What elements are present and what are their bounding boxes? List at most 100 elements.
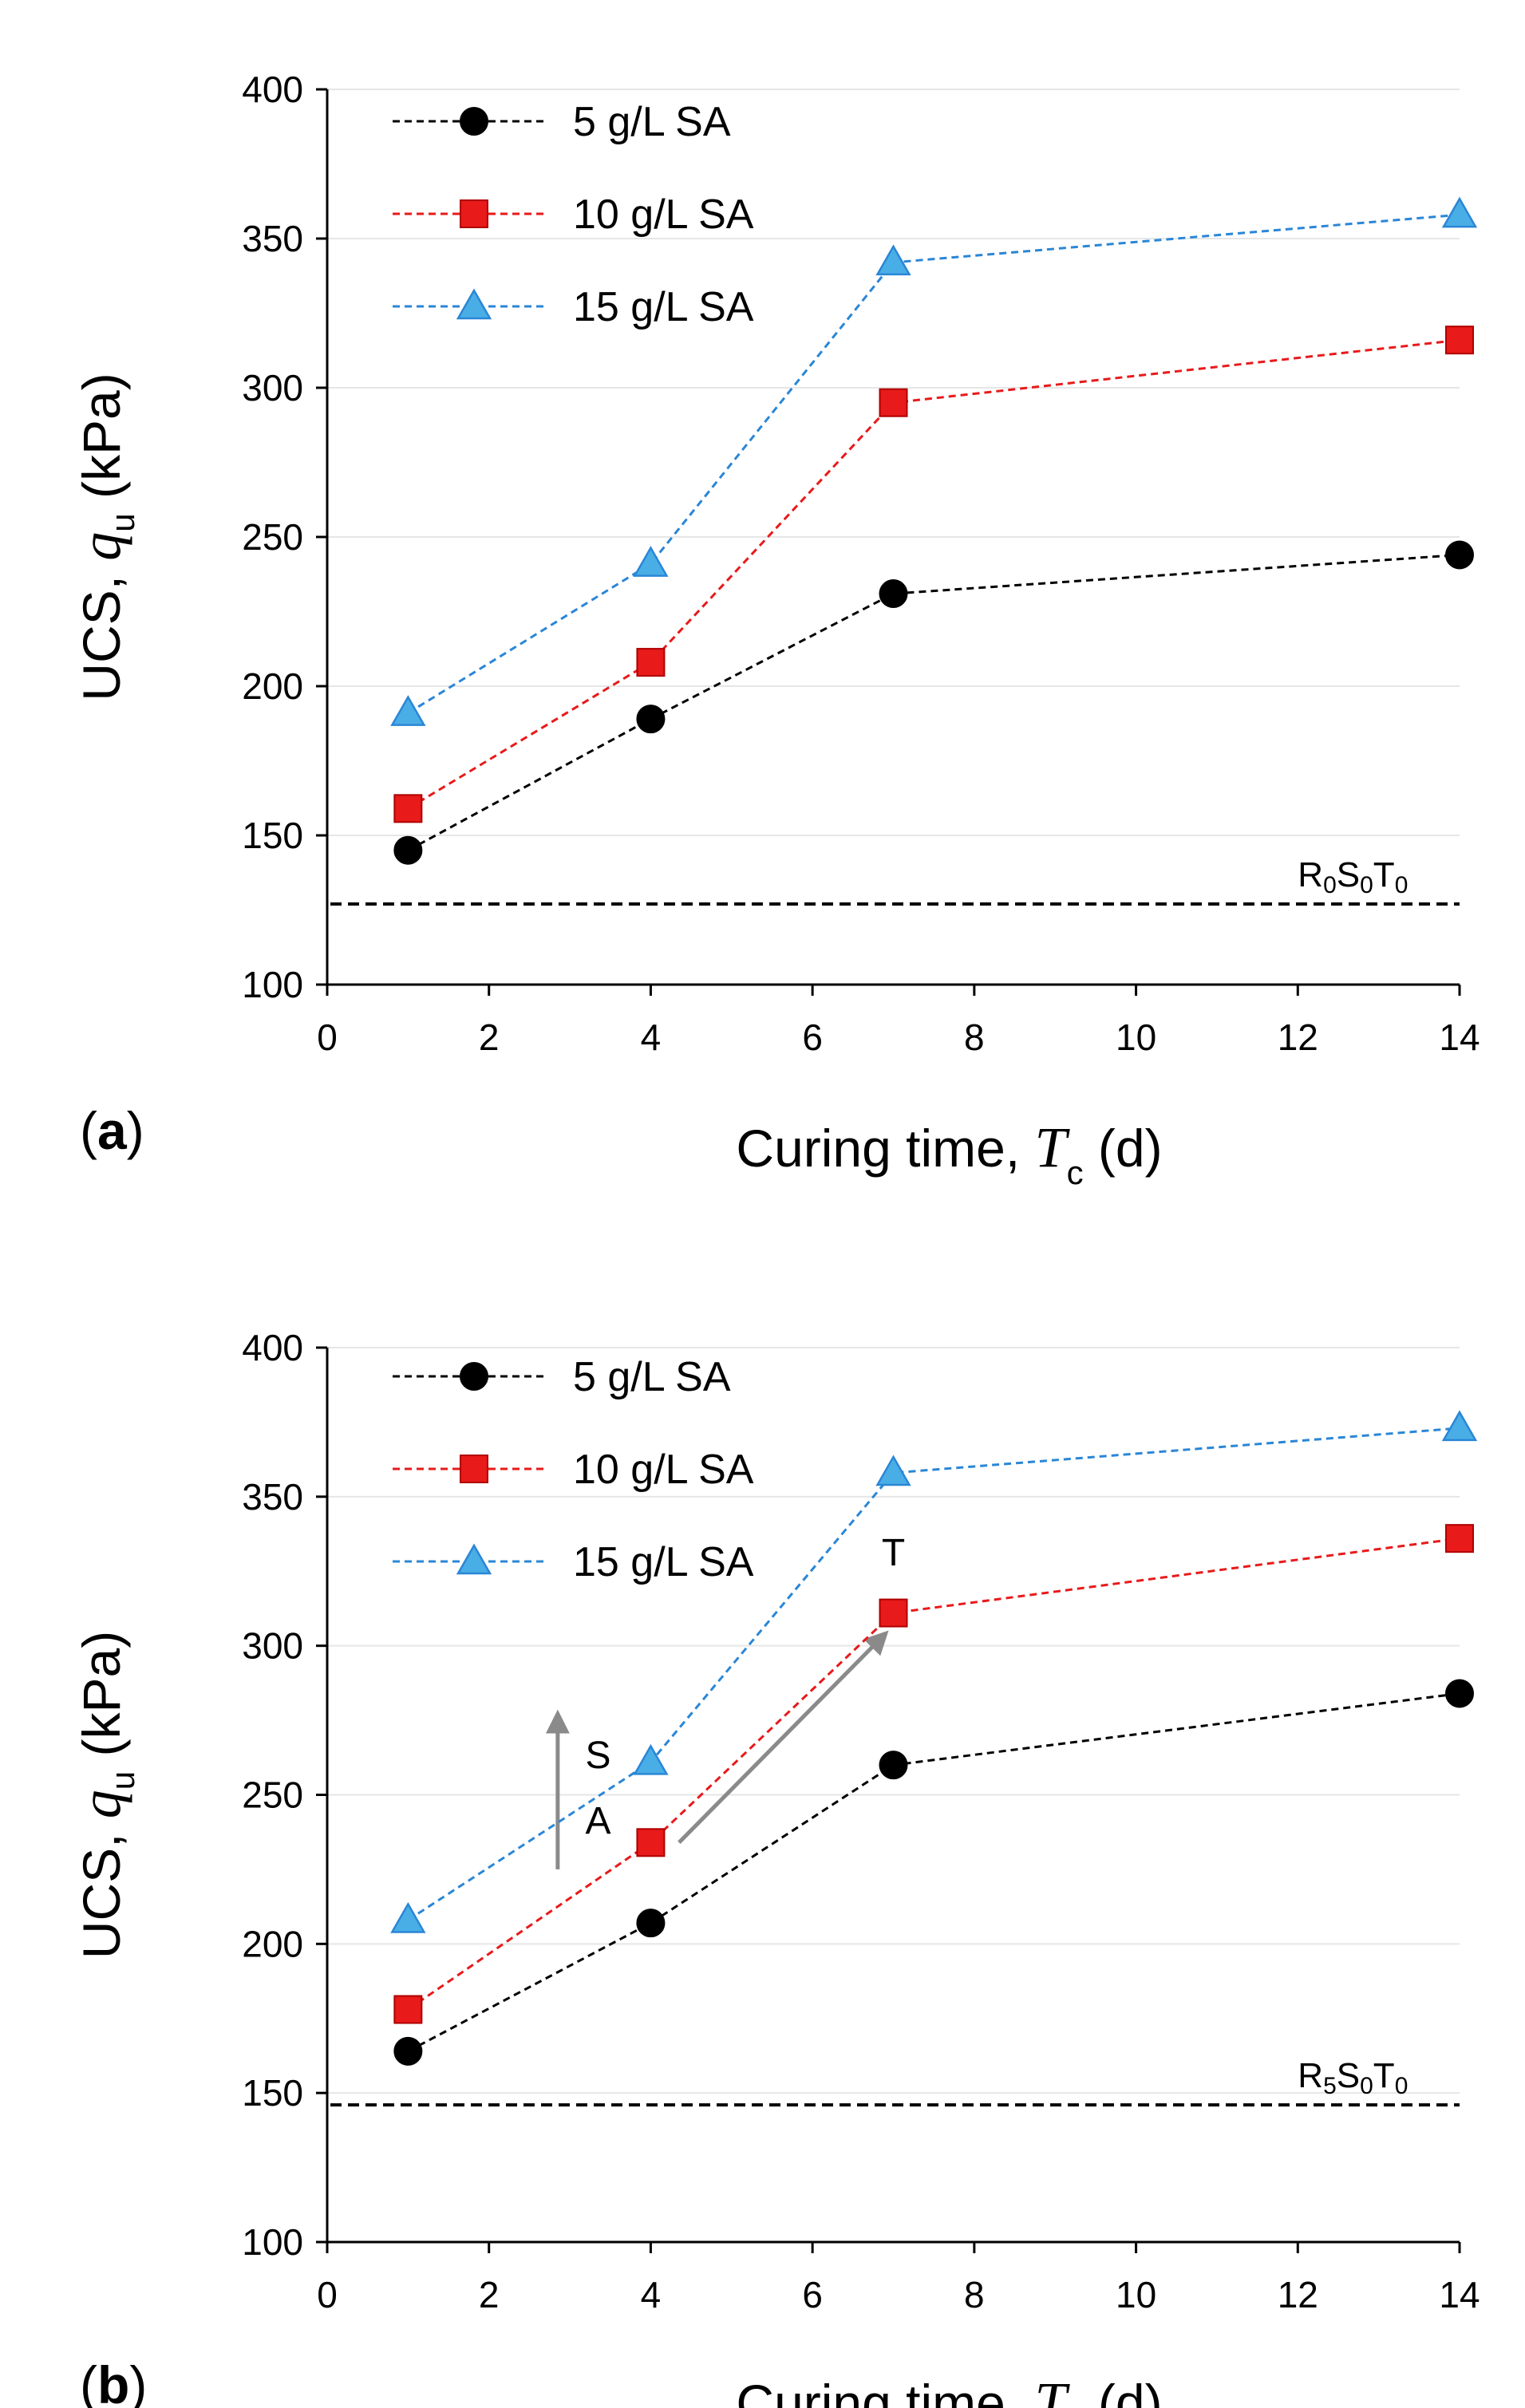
legend-marker xyxy=(460,199,488,228)
data-point xyxy=(1445,540,1474,570)
panel-label-letter: b xyxy=(97,2355,129,2408)
data-point xyxy=(390,1901,426,1933)
axis-title-symbol: q xyxy=(69,1790,132,1818)
ref-label-part: S xyxy=(1337,2056,1360,2095)
y-tick-label-350: 350 xyxy=(242,218,303,259)
legend-label-2: 10 g/L SA xyxy=(573,1447,754,1493)
series-line-2 xyxy=(407,338,1460,810)
y-tick-label-150: 150 xyxy=(242,2072,303,2114)
y-tick-label-300: 300 xyxy=(242,1625,303,1667)
ref-label-part: R xyxy=(1298,2056,1323,2095)
annotation-label-A: A xyxy=(586,1800,611,1842)
series-line-2 xyxy=(407,1537,1460,2011)
annotation-arrow-A xyxy=(678,1630,889,1845)
data-point xyxy=(633,1743,669,1775)
ref-label-sub: 0 xyxy=(1323,872,1337,898)
x-tick-label-8: 8 xyxy=(964,1016,985,1058)
panel-label-paren: ( xyxy=(80,1101,97,1160)
data-point xyxy=(633,546,669,577)
data-point xyxy=(393,794,423,823)
series-line-3 xyxy=(407,213,1460,714)
x-tick-label-10: 10 xyxy=(1116,2274,1156,2315)
ref-label-sub: 0 xyxy=(1360,872,1373,898)
y-tick-label-150: 150 xyxy=(242,815,303,856)
panel-label: (a) xyxy=(80,1101,144,1160)
x-tick-label-14: 14 xyxy=(1439,2274,1480,2315)
axis-title-symbol: T xyxy=(1035,2370,1071,2408)
axis-title-sub: u xyxy=(104,513,141,531)
axis-title-prefix: Curing time, xyxy=(736,1119,1034,1178)
x-tick-label-12: 12 xyxy=(1278,2274,1318,2315)
data-point xyxy=(879,1598,908,1628)
x-tick-label-0: 0 xyxy=(317,2274,338,2315)
x-tick-label-14: 14 xyxy=(1439,1016,1480,1058)
y-tick-label-100: 100 xyxy=(242,2221,303,2263)
x-tick-label-4: 4 xyxy=(641,1016,662,1058)
legend-label-3: 15 g/L SA xyxy=(573,284,754,330)
axis-title-sub: c xyxy=(1067,1154,1084,1191)
data-point xyxy=(879,1751,908,1780)
axis-title-prefix: UCS, xyxy=(72,1818,131,1959)
reference-label: R0S0T0 xyxy=(1298,855,1408,898)
axis-title-symbol: T xyxy=(1035,1115,1071,1179)
axis-title-sub: u xyxy=(104,1771,141,1790)
x-tick-label-4: 4 xyxy=(641,2274,662,2315)
y-tick-label-100: 100 xyxy=(242,964,303,1005)
panel-label: (b) xyxy=(80,2355,147,2408)
x-tick-label-10: 10 xyxy=(1116,1016,1156,1058)
x-tick-label-8: 8 xyxy=(964,2274,985,2315)
data-point xyxy=(1445,1679,1474,1708)
legend-label-1: 5 g/L SA xyxy=(573,1354,731,1400)
legend-marker xyxy=(456,1543,492,1575)
series-line-1 xyxy=(407,553,1460,852)
legend-marker xyxy=(460,1362,488,1391)
y-tick-label-250: 250 xyxy=(242,516,303,558)
data-point xyxy=(1441,1410,1478,1442)
data-point xyxy=(636,1909,666,1938)
data-point xyxy=(879,579,908,609)
data-point xyxy=(636,705,666,734)
y-tick-label-250: 250 xyxy=(242,1774,303,1816)
x-tick-label-2: 2 xyxy=(479,1016,500,1058)
ref-label-sub: 5 xyxy=(1323,2073,1337,2099)
legend-marker xyxy=(456,288,492,320)
ref-label-sub: 0 xyxy=(1395,2073,1408,2099)
legend-marker xyxy=(460,107,488,136)
annotation-label-T: T xyxy=(882,1532,905,1574)
y-tick-label-200: 200 xyxy=(242,665,303,707)
annotation-label-S: S xyxy=(586,1735,611,1777)
data-point xyxy=(393,2036,423,2066)
series-line-1 xyxy=(407,1692,1460,2053)
data-point xyxy=(875,244,911,276)
data-point xyxy=(393,835,423,865)
y-tick-label-400: 400 xyxy=(242,1327,303,1368)
panel-label-paren: ( xyxy=(80,2355,97,2408)
ref-label-sub: 0 xyxy=(1395,872,1408,898)
y-tick-label-350: 350 xyxy=(242,1476,303,1518)
axis-title-prefix: UCS, xyxy=(72,561,131,701)
panel-label-letter: a xyxy=(97,1101,128,1160)
panel-label-paren: ) xyxy=(129,2355,147,2408)
data-point xyxy=(879,388,908,417)
reference-label: R5S0T0 xyxy=(1298,2056,1408,2099)
axis-title-suffix: (d) xyxy=(1084,2374,1163,2408)
legend-label-2: 10 g/L SA xyxy=(573,191,754,238)
x-tick-label-2: 2 xyxy=(479,2274,500,2315)
y-tick-label-300: 300 xyxy=(242,367,303,409)
data-point xyxy=(875,1455,911,1486)
ref-label-part: T xyxy=(1373,2056,1395,2095)
ref-label-part: T xyxy=(1373,855,1395,894)
y-tick-label-200: 200 xyxy=(242,1923,303,1964)
axis-title-suffix: (kPa) xyxy=(72,373,131,513)
y-axis-title: UCS, qu (kPa) xyxy=(69,373,141,701)
y-axis-title: UCS, qu (kPa) xyxy=(69,1631,141,1959)
data-point xyxy=(636,1828,666,1857)
x-tick-label-0: 0 xyxy=(317,1016,338,1058)
axis-title-symbol: q xyxy=(69,532,132,561)
axis-title-prefix: Curing time, xyxy=(736,2374,1034,2408)
x-axis-title: Curing time, Tc (d) xyxy=(736,2370,1162,2408)
x-tick-label-6: 6 xyxy=(802,2274,823,2315)
